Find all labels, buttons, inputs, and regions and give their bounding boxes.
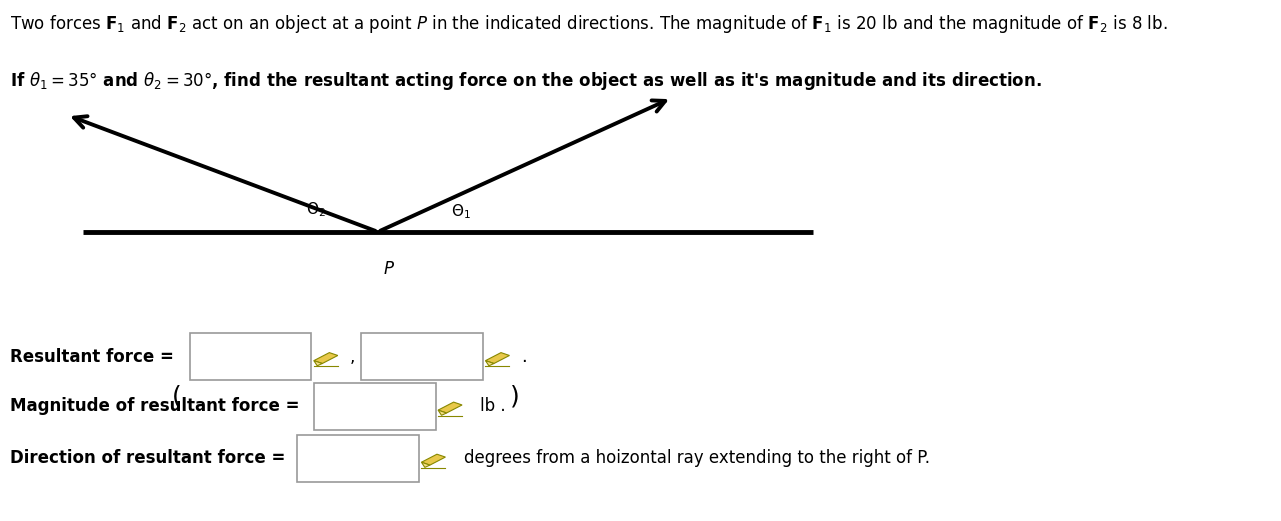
Text: degrees from a hoizontal ray extending to the right of P.: degrees from a hoizontal ray extending t…: [464, 450, 930, 467]
Polygon shape: [314, 353, 338, 364]
Text: Direction of resultant force =: Direction of resultant force =: [10, 450, 286, 467]
Text: $\Theta_2$: $\Theta_2$: [306, 201, 327, 219]
Text: ): ): [510, 384, 520, 408]
Text: lb .: lb .: [480, 398, 506, 415]
FancyBboxPatch shape: [297, 435, 419, 482]
Polygon shape: [421, 454, 446, 465]
Text: Two forces $\mathbf{F}_1$ and $\mathbf{F}_2$ act on an object at a point $\mathi: Two forces $\mathbf{F}_1$ and $\mathbf{F…: [10, 13, 1168, 35]
Text: P: P: [383, 260, 393, 279]
Polygon shape: [485, 353, 510, 364]
Text: Magnitude of resultant force =: Magnitude of resultant force =: [10, 398, 300, 415]
Polygon shape: [421, 462, 430, 467]
Text: ,: ,: [350, 348, 355, 366]
Text: .: .: [521, 348, 526, 366]
FancyBboxPatch shape: [314, 383, 436, 430]
Polygon shape: [485, 361, 494, 366]
FancyBboxPatch shape: [361, 333, 483, 380]
Text: (: (: [172, 384, 182, 408]
Polygon shape: [438, 410, 447, 415]
Polygon shape: [438, 402, 462, 413]
Polygon shape: [314, 361, 323, 366]
Text: $\Theta_1$: $\Theta_1$: [451, 203, 471, 221]
Text: If $\theta_1 = 35°$ and $\theta_2 = 30°$, find the resultant acting force on the: If $\theta_1 = 35°$ and $\theta_2 = 30°$…: [10, 70, 1041, 92]
FancyBboxPatch shape: [190, 333, 311, 380]
Text: Resultant force =: Resultant force =: [10, 348, 174, 366]
